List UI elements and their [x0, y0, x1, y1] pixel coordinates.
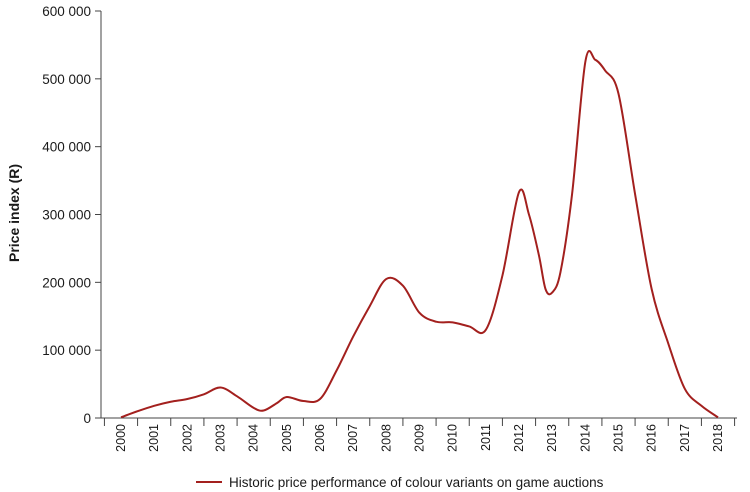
y-tick-label: 0 — [83, 411, 91, 426]
y-axis-ticks: 0 100 000 200 000 300 000 400 000 500 000 600 … — [42, 4, 101, 426]
legend: Historic price performance of colour var… — [196, 475, 604, 490]
y-axis-label: Price index (R) — [6, 164, 22, 262]
series-layer — [120, 50, 719, 419]
x-tick-label: 2015 — [612, 424, 626, 452]
x-axis-ticks: 2000 2001 2002 2003 2004 2005 2006 2007 2008 2009… — [103, 418, 736, 452]
x-tick-label: 2013 — [545, 424, 559, 452]
x-tick-label: 2007 — [346, 424, 360, 452]
x-tick-label: 2000 — [114, 424, 128, 452]
y-tick-label: 400 000 — [42, 140, 91, 155]
x-tick-label: 2012 — [512, 424, 526, 452]
x-tick-label: 2010 — [446, 424, 460, 452]
legend-label: Historic price performance of colour var… — [229, 475, 604, 490]
x-tick-label: 2016 — [645, 424, 659, 452]
x-tick-label: 2014 — [578, 424, 592, 452]
x-tick-label: 2004 — [247, 424, 261, 452]
x-tick-label: 2017 — [678, 424, 692, 452]
y-tick-label: 500 000 — [42, 72, 91, 87]
x-tick-label: 2005 — [280, 424, 294, 452]
x-tick-label: 2003 — [214, 424, 228, 452]
x-tick-label: 2009 — [413, 424, 427, 452]
x-tick-label: 2008 — [379, 424, 393, 452]
y-tick-label: 200 000 — [42, 275, 91, 290]
x-tick-label: 2006 — [313, 424, 327, 452]
y-tick-label: 300 000 — [42, 208, 91, 223]
series-line — [120, 50, 719, 419]
x-tick-label: 2018 — [711, 424, 725, 452]
x-tick-label: 2011 — [479, 424, 493, 451]
x-tick-label: 2002 — [180, 424, 194, 452]
x-tick-label: 2001 — [147, 424, 161, 452]
y-tick-label: 100 000 — [42, 343, 91, 358]
y-tick-label: 600 000 — [42, 4, 91, 19]
